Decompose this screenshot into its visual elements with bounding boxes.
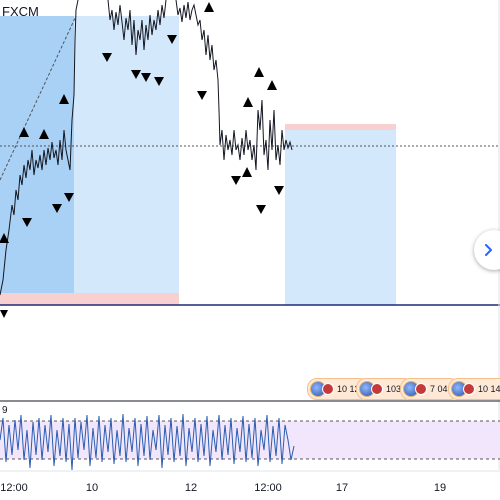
price-line-right xyxy=(175,0,293,171)
time-axis-tick: 19 xyxy=(433,482,447,494)
triangle-up-icon xyxy=(267,80,277,90)
triangle-down-icon xyxy=(52,204,62,213)
economic-event-badge[interactable]: 7 04 8 xyxy=(400,378,461,400)
triangle-down-icon xyxy=(197,91,207,100)
triangle-down-icon xyxy=(131,70,141,79)
event-badge-text: 103 4 xyxy=(386,384,409,394)
time-axis-tick: 12 xyxy=(184,482,198,494)
oscillator-line xyxy=(0,413,295,471)
economic-event-badge[interactable]: 10 120 xyxy=(307,378,370,400)
price-line-upper xyxy=(107,0,167,56)
triangle-up-icon xyxy=(19,127,29,137)
signal-markers xyxy=(0,2,284,318)
scroll-to-realtime-button[interactable] xyxy=(474,230,500,270)
triangle-up-icon xyxy=(242,167,252,177)
oscillator-label: 9 xyxy=(2,405,8,416)
time-axis-tick: 12:00 xyxy=(0,482,28,494)
zone-target-right xyxy=(285,130,396,305)
time-axis-tick: 10 xyxy=(85,482,99,494)
triangle-down-icon xyxy=(256,205,266,214)
flag-icon xyxy=(463,383,475,395)
trend-dashed-line xyxy=(0,15,77,181)
zone-stop-left xyxy=(0,293,179,305)
triangle-down-icon xyxy=(167,35,177,44)
flag-icon xyxy=(371,383,383,395)
price-line xyxy=(0,0,79,296)
event-badge-text: 10 141 xyxy=(478,384,500,394)
triangle-down-icon xyxy=(64,193,74,202)
triangle-up-icon xyxy=(59,94,69,104)
triangle-up-icon xyxy=(204,2,214,12)
triangle-up-icon xyxy=(0,233,9,243)
event-badge-text: 7 04 8 xyxy=(430,384,456,394)
time-axis-tick: 12:00 xyxy=(254,482,282,494)
time-axis-tick: 17 xyxy=(335,482,349,494)
zone-long-middle xyxy=(74,16,179,293)
triangle-down-icon xyxy=(274,186,284,195)
zone-layer xyxy=(0,16,396,305)
triangle-down-icon xyxy=(0,310,8,318)
triangle-up-icon xyxy=(243,97,253,107)
economic-event-badge[interactable]: 10 141 xyxy=(448,378,500,400)
zone-long-left xyxy=(0,16,74,293)
triangle-down-icon xyxy=(141,73,151,82)
triangle-down-icon xyxy=(102,53,112,62)
flag-icon xyxy=(322,383,334,395)
triangle-up-icon xyxy=(254,67,264,77)
chevron-right-icon xyxy=(485,244,492,256)
triangle-down-icon xyxy=(154,77,164,86)
triangle-up-icon xyxy=(39,129,49,139)
triangle-down-icon xyxy=(231,176,241,185)
zone-stop-right xyxy=(285,124,396,130)
triangle-down-icon xyxy=(22,218,32,227)
event-badge-text: 10 120 xyxy=(337,384,365,394)
flag-icon xyxy=(415,383,427,395)
symbol-source-label: FXCM xyxy=(2,4,39,19)
